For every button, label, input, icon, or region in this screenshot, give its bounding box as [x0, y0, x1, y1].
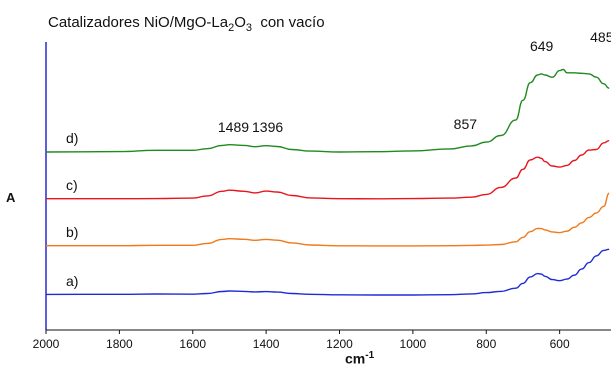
x-tick-label-1000: 1000 [400, 337, 427, 351]
series-line-a [45, 248, 610, 296]
x-tick-label-2000: 2000 [33, 337, 60, 351]
y-axis-label: A [6, 190, 16, 205]
series-line-d [45, 68, 610, 153]
x-axis-label-sup: -1 [365, 350, 375, 361]
peak-annotation-1489: 1489 [218, 119, 249, 135]
series-label-b: b) [66, 224, 78, 240]
x-axis-label-main: cm [345, 350, 366, 367]
chart-title-sub-1: 2 [228, 22, 235, 34]
series-label-a: a) [66, 273, 78, 289]
chart-title-mid: O [234, 14, 246, 31]
peak-annotation-649: 649 [530, 38, 554, 54]
x-tick-label-600: 600 [550, 337, 570, 351]
peak-annotation-485: 485 [590, 29, 611, 45]
peak-annotation-857: 857 [454, 116, 478, 132]
series-line-c [45, 140, 610, 200]
x-tick-label-1600: 1600 [179, 337, 206, 351]
x-tick-label-800: 800 [476, 337, 496, 351]
series-label-c: c) [66, 177, 78, 193]
chart-title-main: Catalizadores NiO/MgO-La [48, 14, 229, 31]
series-line-b [45, 192, 610, 247]
x-tick-label-1200: 1200 [326, 337, 353, 351]
x-axis-label: cm-1 [345, 350, 374, 367]
x-tick-label-1400: 1400 [253, 337, 280, 351]
x-tick-label-1800: 1800 [106, 337, 133, 351]
peak-annotation-1396: 1396 [252, 119, 283, 135]
chart-title-end: con vacío [252, 14, 325, 31]
series-label-d: d) [66, 130, 78, 146]
chart-title: Catalizadores NiO/MgO-La2O3 con vacío [48, 14, 325, 34]
chart-title-sub-2: 3 [245, 22, 252, 34]
